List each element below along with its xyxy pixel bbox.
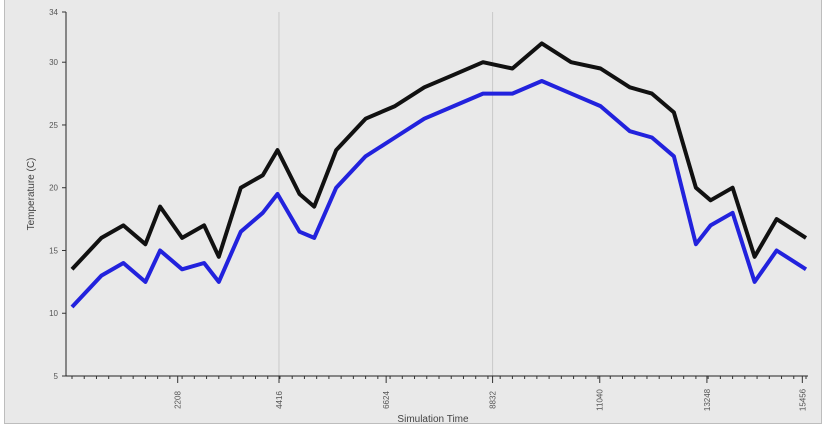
y-axis-title: Temperature (C) [26,158,37,231]
y-ticks: 5 10 15 20 25 30 34 [49,8,66,381]
y-tick-label: 15 [49,246,58,255]
x-tick-label: 15456 [798,388,807,411]
series-layer [70,41,808,309]
chart-frame [4,0,822,424]
y-tick-label: 10 [49,309,58,318]
x-tick-label: 8832 [489,391,498,409]
x-ticks: 2208 4416 6624 8832 11040 13248 15456 [71,376,807,411]
series-line-black [70,41,808,271]
y-tick-label: 25 [49,121,58,130]
series-line-blue [70,79,808,309]
y-tick-label: 20 [49,184,58,193]
x-tick-label: 4416 [275,391,284,409]
y-tick-label: 30 [49,58,58,67]
x-tick-label: 2208 [174,391,183,409]
y-tick-label: 34 [49,8,58,17]
y-tick-label: 5 [54,372,59,381]
x-tick-label: 6624 [382,391,391,409]
gridlines [278,12,494,376]
x-axis-title: Simulation Time [397,414,469,425]
x-tick-label: 13248 [703,388,712,411]
x-tick-label: 11040 [596,389,605,411]
